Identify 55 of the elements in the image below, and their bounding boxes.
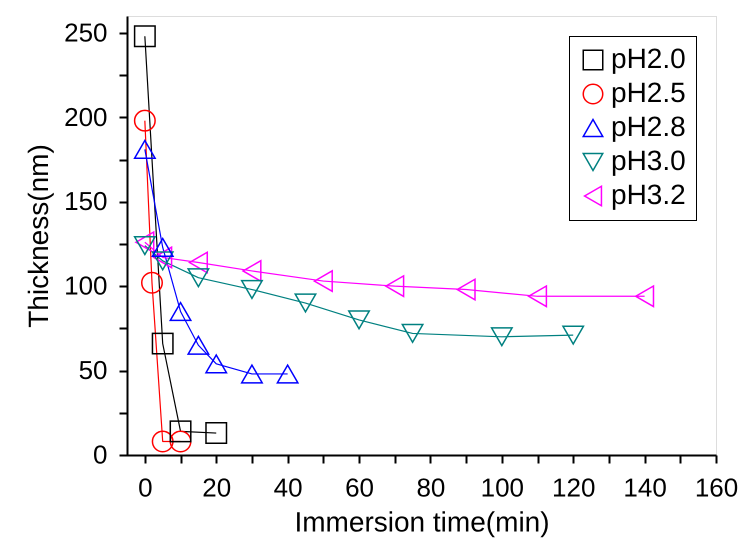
x-tick-label: 0 bbox=[138, 472, 153, 502]
x-tick-label: 40 bbox=[274, 472, 303, 502]
y-tick-label: 200 bbox=[64, 102, 108, 132]
legend-label: pH2.5 bbox=[611, 77, 686, 108]
legend-label: pH3.2 bbox=[611, 179, 686, 210]
x-tick-label: 20 bbox=[202, 472, 232, 502]
point bbox=[152, 238, 174, 257]
legend-label: pH3.0 bbox=[611, 145, 686, 176]
point bbox=[402, 324, 424, 344]
x-tick-label: 140 bbox=[623, 472, 667, 502]
point bbox=[294, 293, 316, 313]
x-tick-label: 160 bbox=[694, 472, 738, 502]
point bbox=[187, 268, 210, 288]
y-tick-label: 0 bbox=[93, 440, 108, 470]
point bbox=[276, 364, 299, 384]
point bbox=[562, 325, 584, 345]
x-tick-label: 100 bbox=[480, 472, 524, 502]
point bbox=[240, 364, 263, 384]
x-tick-label: 60 bbox=[345, 472, 374, 502]
legend-label: pH2.0 bbox=[611, 43, 686, 74]
point bbox=[134, 25, 156, 48]
point bbox=[134, 140, 156, 160]
legend-label: pH2.8 bbox=[611, 111, 686, 142]
point bbox=[134, 236, 156, 256]
point bbox=[152, 332, 174, 355]
point bbox=[240, 280, 263, 300]
point bbox=[314, 270, 333, 292]
x-tick-label: 80 bbox=[416, 472, 446, 502]
point bbox=[170, 430, 192, 452]
point bbox=[456, 278, 476, 301]
point bbox=[205, 354, 228, 374]
y-tick-label: 50 bbox=[78, 355, 108, 386]
point bbox=[140, 272, 163, 294]
point bbox=[170, 302, 192, 322]
point bbox=[490, 327, 513, 346]
point bbox=[134, 110, 156, 132]
point bbox=[385, 275, 404, 298]
point bbox=[135, 231, 154, 254]
point bbox=[187, 336, 210, 355]
point bbox=[153, 246, 172, 268]
point bbox=[634, 285, 654, 308]
point bbox=[170, 420, 192, 442]
point bbox=[152, 430, 174, 452]
point bbox=[528, 285, 548, 308]
point bbox=[188, 252, 208, 274]
y-tick-label: 150 bbox=[64, 186, 108, 216]
y-axis-title: Thickness(nm) bbox=[23, 144, 54, 328]
point bbox=[348, 310, 370, 330]
y-tick-label: 100 bbox=[64, 270, 108, 301]
point bbox=[242, 260, 262, 282]
x-tick-label: 120 bbox=[552, 472, 596, 502]
x-axis-title: Immersion time(min) bbox=[294, 506, 550, 538]
point bbox=[205, 422, 228, 444]
y-tick-label: 250 bbox=[64, 17, 108, 48]
point bbox=[152, 251, 174, 270]
